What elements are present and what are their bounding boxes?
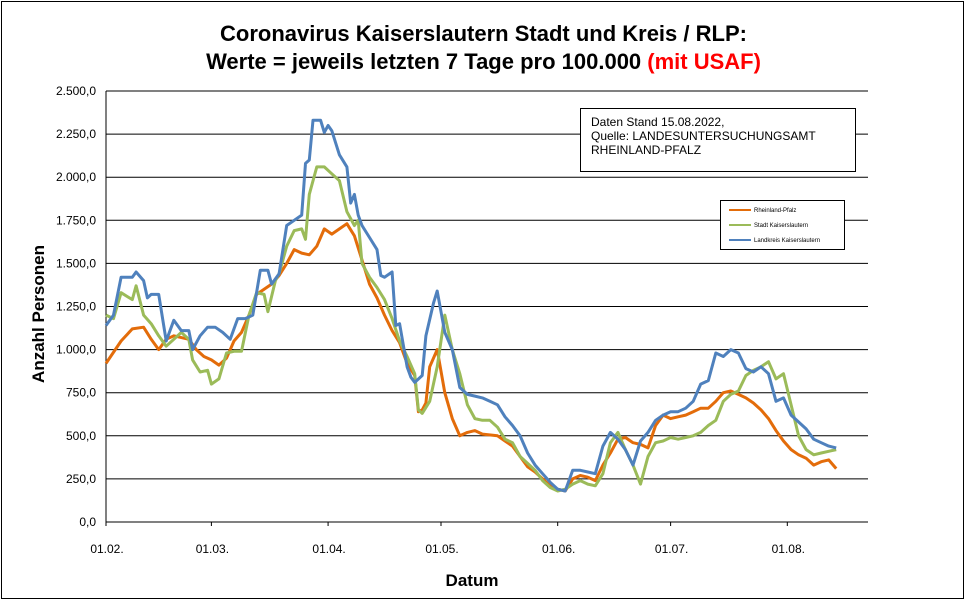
legend-label-rlp: Rheinland-Pfalz [754,208,797,214]
x-tick-labels: 01.02. 01.03. 01.04. 01.05. 01.06. 01.07. 01.0… [90,542,805,556]
x-tick-label: 01.02. [90,542,123,556]
x-tick-label: 01.07. [655,542,688,556]
legend-label-kreis: Landkreis Kaiserslautern [754,238,821,244]
data-date: Daten Stand 15.08.2022, [591,115,725,129]
data-source-cont: RHEINLAND-PFALZ [591,143,702,157]
y-tick-labels: 0,0 250,0 500,0 750,0 1.000,0 1.250,0 1.500,0 1… [56,84,96,529]
chart-title-highlight: (mit USAF) [647,49,761,74]
series-line-stadt [105,165,837,493]
y-tick-label: 1.000,0 [56,343,96,357]
series-line-kreis [104,118,837,493]
series-lines [104,118,838,493]
x-axis-label: Datum [446,571,499,590]
legend-swatch-rlp [729,209,751,212]
data-source-box: Daten Stand 15.08.2022, Quelle: LANDESUN… [580,108,856,172]
legend-item-kreis: Landkreis Kaiserslautern [729,236,820,246]
legend-swatch-stadt [729,224,751,227]
axes [105,91,868,526]
y-tick-label: 500,0 [66,429,96,443]
y-tick-label: 2.500,0 [56,84,96,98]
x-tick-label: 01.03. [196,542,229,556]
y-tick-label: 0,0 [79,515,96,529]
legend-item-stadt: Stadt Kaiserslautern [729,221,808,231]
x-tick-label: 01.06. [542,542,575,556]
y-tick-label: 250,0 [66,472,96,486]
y-tick-label: 1.500,0 [56,256,96,270]
chart-title-line1: Coronavirus Kaiserslautern Stadt und Kre… [220,21,747,46]
legend-swatch-kreis [729,239,751,242]
y-tick-label: 1.250,0 [56,300,96,314]
legend: Rheinland-Pfalz Stadt Kaiserslautern Lan… [720,200,845,250]
y-tick-label: 1.750,0 [56,213,96,227]
legend-item-rlp: Rheinland-Pfalz [729,206,796,216]
y-tick-label: 2.250,0 [56,127,96,141]
x-tick-label: 01.08. [772,542,805,556]
y-axis-label: Anzahl Personen [29,245,48,383]
legend-label-stadt: Stadt Kaiserslautern [754,223,809,229]
chart-title-main: Werte = jeweils letzten 7 Tage pro 100.0… [206,49,648,74]
x-tick-label: 01.04. [312,542,345,556]
x-tick-label: 01.05. [425,542,458,556]
y-tick-label: 750,0 [66,386,96,400]
data-source: Quelle: LANDESUNTERSUCHUNGSAMT [591,129,816,143]
y-tick-label: 2.000,0 [56,170,96,184]
chart-title-line2: Werte = jeweils letzten 7 Tage pro 100.0… [0,48,967,76]
